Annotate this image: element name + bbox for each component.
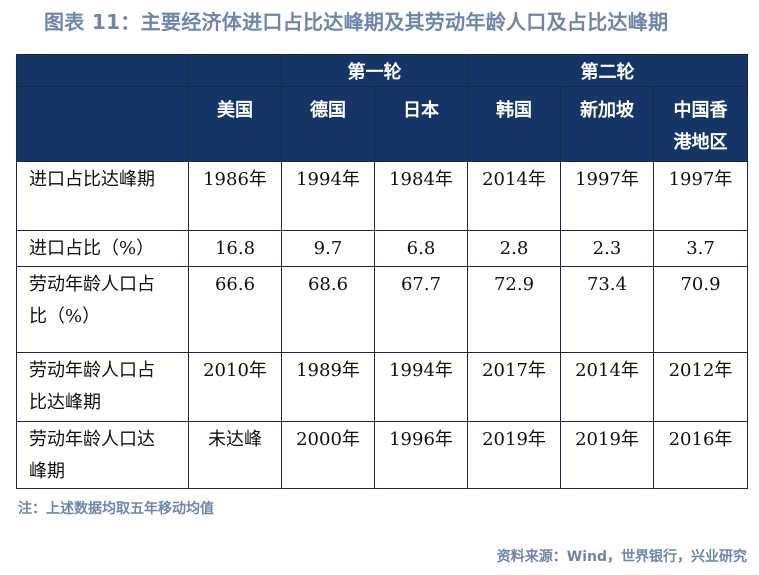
- country-header-row: 美国 德国 日本 韩国 新加坡 中国香港地区: [16, 86, 749, 162]
- table-row: 劳动年龄人口占比达峰期 2010年 1989年 1994年 2017年 2014…: [16, 352, 749, 422]
- country-header: 新加坡: [560, 86, 654, 162]
- table-cell: 16.8: [188, 230, 282, 267]
- table-cell: 2019年: [560, 421, 654, 489]
- header-blank: [188, 54, 282, 87]
- data-table: 第一轮 第二轮 美国 德国 日本 韩国 新加坡 中国香港地区 进口占比达峰期 1…: [16, 54, 749, 489]
- header-corner: [16, 54, 189, 87]
- table-cell: 2016年: [652, 421, 749, 489]
- table-cell: 2014年: [467, 161, 561, 231]
- table-cell: 1984年: [374, 161, 468, 231]
- table-cell: 68.6: [281, 266, 375, 353]
- table-cell: 9.7: [281, 230, 375, 267]
- row-label: 进口占比（%）: [16, 230, 189, 267]
- table-cell: 2019年: [467, 421, 561, 489]
- table-cell: 72.9: [467, 266, 561, 353]
- table-cell: 1994年: [374, 352, 468, 422]
- group-header-row: 第一轮 第二轮: [16, 54, 749, 87]
- country-header: 日本: [374, 86, 468, 162]
- table-cell: 1989年: [281, 352, 375, 422]
- table-cell: 1986年: [188, 161, 282, 231]
- table-cell: 1997年: [652, 161, 749, 231]
- country-header: 中国香港地区: [652, 86, 749, 162]
- table-cell: 73.4: [560, 266, 654, 353]
- table-cell: 2.3: [560, 230, 654, 267]
- table-row: 进口占比达峰期 1986年 1994年 1984年 2014年 1997年 19…: [16, 161, 749, 231]
- table-cell: 1994年: [281, 161, 375, 231]
- table-cell: 2014年: [560, 352, 654, 422]
- table-cell: 67.7: [374, 266, 468, 353]
- group-header-second: 第二轮: [466, 54, 749, 87]
- header-corner-2: [16, 86, 189, 162]
- row-label: 进口占比达峰期: [16, 161, 189, 231]
- country-header: 德国: [281, 86, 375, 162]
- footnote: 注：上述数据均取五年移动均值: [18, 501, 214, 517]
- table-cell: 2010年: [188, 352, 282, 422]
- row-label: 劳动年龄人口达峰期: [16, 421, 189, 489]
- table-cell: 未达峰: [188, 421, 282, 489]
- table-cell: 6.8: [374, 230, 468, 267]
- table-row: 劳动年龄人口占比（%） 66.6 68.6 67.7 72.9 73.4 70.…: [16, 266, 749, 353]
- country-header: 韩国: [467, 86, 561, 162]
- table-cell: 1997年: [560, 161, 654, 231]
- country-header: 美国: [188, 86, 282, 162]
- table-cell: 2000年: [281, 421, 375, 489]
- table-cell: 66.6: [188, 266, 282, 353]
- row-label: 劳动年龄人口占比（%）: [16, 266, 189, 353]
- row-label: 劳动年龄人口占比达峰期: [16, 352, 189, 422]
- table-row: 进口占比（%） 16.8 9.7 6.8 2.8 2.3 3.7: [16, 230, 749, 267]
- table-cell: 70.9: [652, 266, 749, 353]
- table-row: 劳动年龄人口达峰期 未达峰 2000年 1996年 2019年 2019年 20…: [16, 421, 749, 489]
- chart-title: 图表 11：主要经济体进口占比达峰期及其劳动年龄人口及占比达峰期: [44, 10, 669, 34]
- group-header-first: 第一轮: [281, 54, 468, 87]
- table-cell: 2012年: [652, 352, 749, 422]
- table-cell: 2.8: [467, 230, 561, 267]
- table-cell: 1996年: [374, 421, 468, 489]
- table-cell: 2017年: [467, 352, 561, 422]
- table-cell: 3.7: [652, 230, 749, 267]
- source-note: 资料来源：Wind，世界银行，兴业研究: [496, 549, 747, 565]
